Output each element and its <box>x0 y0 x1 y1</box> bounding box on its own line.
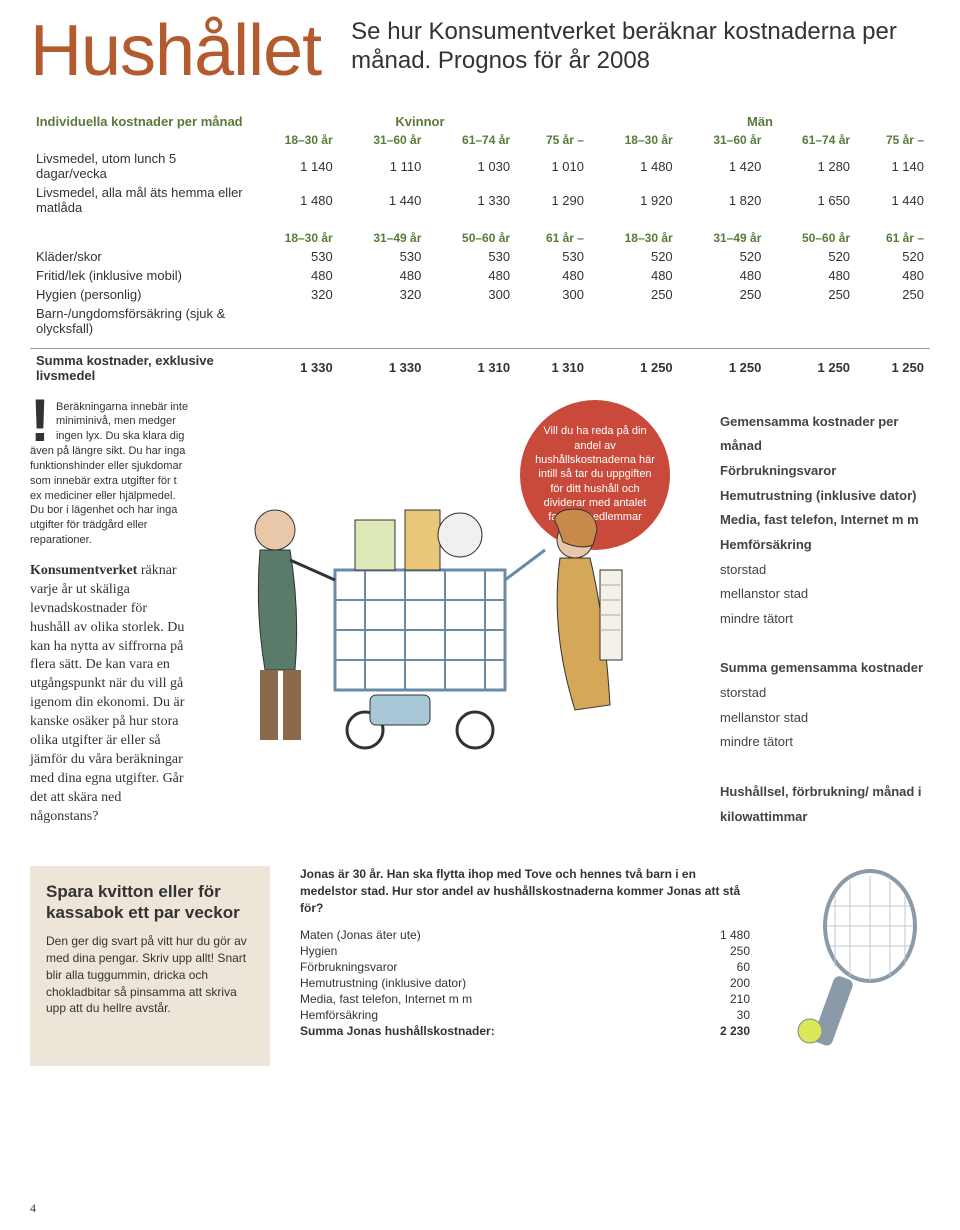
section-label: Individuella kostnader per månad <box>30 112 250 131</box>
list-item: Förbrukningsvaror <box>720 459 930 484</box>
sub-title: Se hur Konsumentverket beräknar kostnade… <box>351 18 930 76</box>
tip-body: Den ger dig svart på vitt hur du gör av … <box>46 933 254 1017</box>
table-row: Hemförsäkring30 <box>300 1007 750 1023</box>
table-row: Hemutrustning (inklusive dator)200 <box>300 975 750 991</box>
shared-costs-title: Gemensamma kostnader per månad <box>720 410 930 459</box>
table-row: Hygien (personlig)3203203003002502502502… <box>30 285 930 304</box>
table-row: Media, fast telefon, Internet m m210 <box>300 991 750 1007</box>
table-row: Förbrukningsvaror60 <box>300 959 750 975</box>
list-item: storstad <box>720 681 930 706</box>
page-header: Hushållet Se hur Konsumentverket beräkna… <box>30 10 930 92</box>
table-row: Hygien250 <box>300 943 750 959</box>
col-header-row-2: 18–30 år31–49 år50–60 år61 år –18–30 år3… <box>30 229 930 247</box>
col-header-row-1: 18–30 år31–60 år61–74 år75 år –18–30 år3… <box>30 131 930 149</box>
list-item: storstad <box>720 558 930 583</box>
bottom-section: Spara kvitton eller för kassabok ett par… <box>30 866 930 1066</box>
tip-title: Spara kvitton eller för kassabok ett par… <box>46 882 254 923</box>
example-column: Jonas är 30 år. Han ska flytta ihop med … <box>300 866 750 1066</box>
mid-section: ! Beräkningarna innebär inte miniminivå,… <box>30 400 930 827</box>
list-item <box>720 632 930 657</box>
example-intro: Jonas är 30 år. Han ska flytta ihop med … <box>300 866 750 916</box>
list-item: Hemutrustning (inklusive dator) <box>720 484 930 509</box>
list-item: Hemförsäkring <box>720 533 930 558</box>
example-sum-row: Summa Jonas hushållskostnader: 2 230 <box>300 1023 750 1039</box>
cost-table-1: Individuella kostnader per månad Kvinnor… <box>30 112 930 217</box>
list-item: Summa gemensamma kostnader <box>720 656 930 681</box>
table-row: Maten (Jonas äter ute)1 480 <box>300 927 750 943</box>
illustration-area: Vill du ha reda på din andel av hushålls… <box>205 400 930 827</box>
list-item: mindre tätort <box>720 607 930 632</box>
note-text: ! Beräkningarna innebär inte miniminivå,… <box>30 400 190 548</box>
group-kvinnor: Kvinnor <box>250 112 590 131</box>
list-item: mellanstor stad <box>720 706 930 731</box>
exclamation-icon: ! <box>30 400 50 442</box>
table-row: Livsmedel, utom lunch 5 dagar/vecka1 140… <box>30 149 930 183</box>
shopping-cart-illustration <box>205 450 645 800</box>
page-number: 4 <box>30 1201 36 1216</box>
cost-table-2: 18–30 år31–49 år50–60 år61 år –18–30 år3… <box>30 229 930 385</box>
table-row: Livsmedel, alla mål äts hemma eller matl… <box>30 183 930 217</box>
list-item: mindre tätort <box>720 730 930 755</box>
body-text: Konsumentverket räknar varje år ut skäli… <box>30 562 190 826</box>
table-row: Fritid/lek (inklusive mobil)480480480480… <box>30 266 930 285</box>
tip-box: Spara kvitton eller för kassabok ett par… <box>30 866 270 1066</box>
list-item: Media, fast telefon, Internet m m <box>720 508 930 533</box>
group-man: Män <box>590 112 930 131</box>
table-row: Kläder/skor530530530530520520520520 <box>30 247 930 266</box>
list-item <box>720 755 930 780</box>
tennis-racket-illustration <box>780 866 930 1066</box>
shared-costs-list: Gemensamma kostnader per månad Förbrukni… <box>720 410 930 830</box>
main-title: Hushållet <box>30 10 321 92</box>
example-table: Maten (Jonas äter ute)1 480Hygien250Förb… <box>300 927 750 1039</box>
list-item: Hushållsel, förbrukning/ månad i kilowat… <box>720 780 930 829</box>
table-row: Barn-/ungdomsförsäkring (sjuk & olycksfa… <box>30 304 930 338</box>
list-item: mellanstor stad <box>720 582 930 607</box>
sum-row: Summa kostnader, exklusive livsmedel1 33… <box>30 348 930 385</box>
